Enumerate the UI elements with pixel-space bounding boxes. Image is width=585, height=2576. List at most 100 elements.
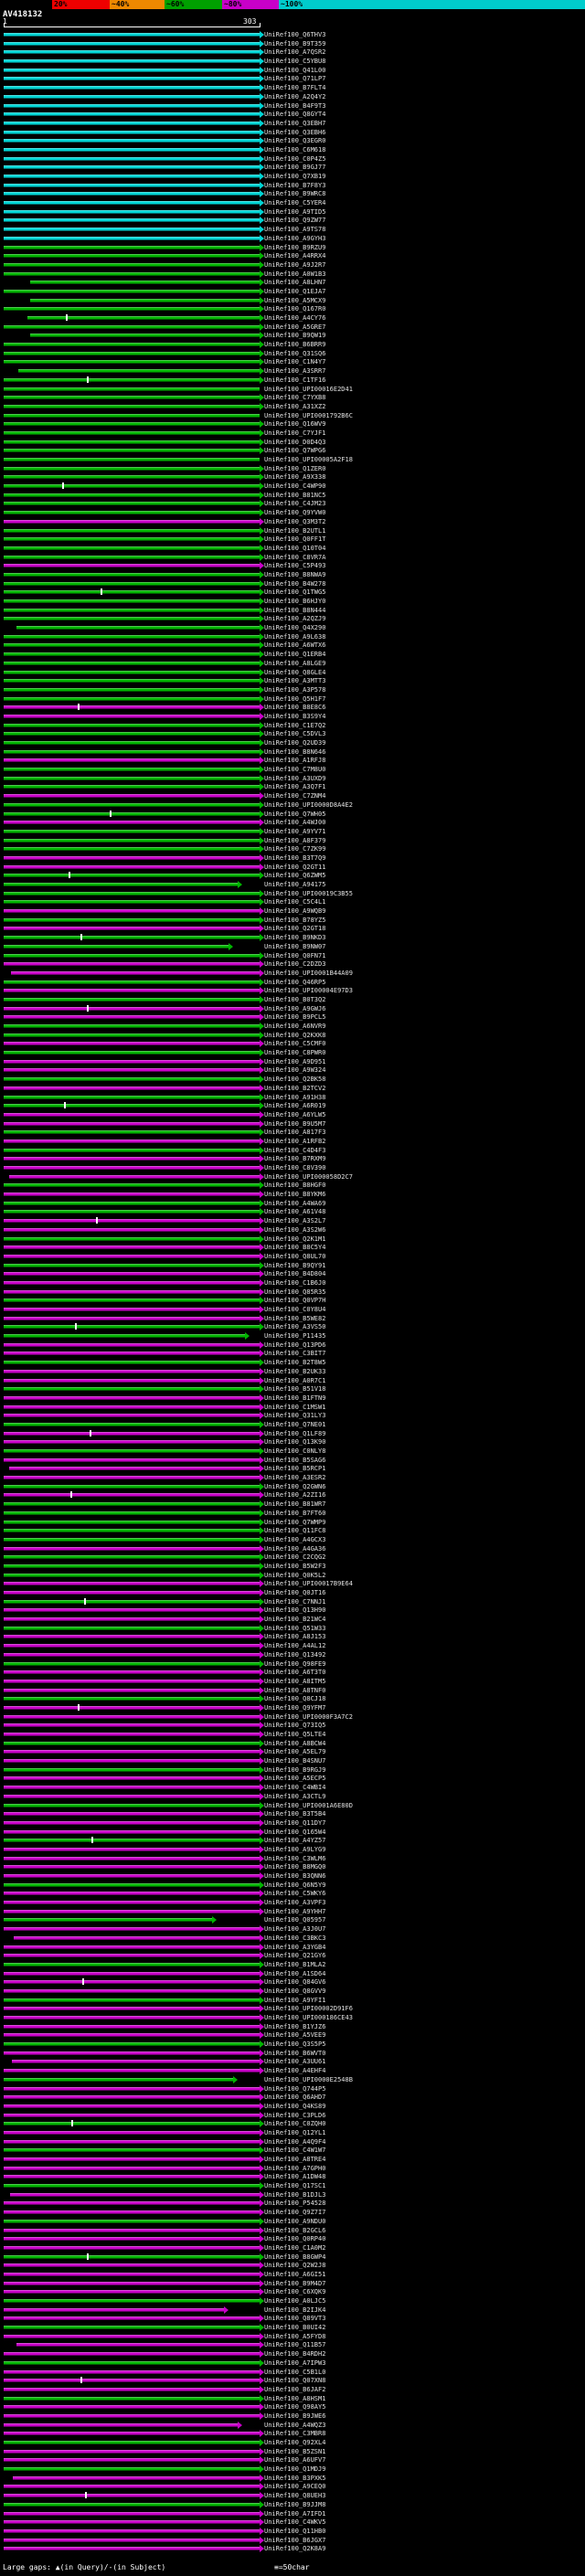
hit-bar[interactable] xyxy=(4,2243,264,2252)
hit-label[interactable]: UniRef100_B9RGJ9 xyxy=(264,1765,326,1774)
hit-label[interactable]: UniRef100_Q17SC1 xyxy=(264,2182,326,2190)
hit-bar[interactable] xyxy=(4,420,264,429)
hit-label[interactable]: UniRef100_A6R019 xyxy=(264,1102,326,1110)
hit-bar[interactable] xyxy=(4,1907,264,1915)
hit-label[interactable]: UniRef100_C3BIT7 xyxy=(264,1350,326,1358)
hit-label[interactable]: UniRef100_C8V390 xyxy=(264,1164,326,1171)
hit-label[interactable]: UniRef100_Q73IQ5 xyxy=(264,1722,326,1730)
hit-bar[interactable] xyxy=(4,2324,264,2332)
hit-bar[interactable] xyxy=(4,1872,264,1880)
hit-label[interactable]: UniRef100_Q5H1F7 xyxy=(264,694,326,703)
hit-bar[interactable] xyxy=(4,2049,264,2057)
hit-label[interactable]: UniRef100_A7QSR2 xyxy=(264,48,326,57)
hit-bar[interactable] xyxy=(4,2483,264,2491)
hit-bar[interactable] xyxy=(4,491,264,499)
hit-label[interactable]: UniRef100_B9M4D7 xyxy=(264,2279,326,2287)
hit-bar[interactable] xyxy=(4,1553,264,1562)
hit-label[interactable]: UniRef100_B9T359 xyxy=(264,39,326,48)
hit-bar[interactable] xyxy=(4,387,260,391)
hit-bar[interactable] xyxy=(4,2492,264,2500)
hit-label[interactable]: UniRef100_B2UTL1 xyxy=(264,526,326,535)
hit-label[interactable]: UniRef100_B0T3Q2 xyxy=(264,995,326,1003)
hit-label[interactable]: UniRef100_C4WKV5 xyxy=(264,2518,326,2527)
hit-label[interactable]: UniRef100_A6UFV7 xyxy=(264,2456,326,2465)
hit-bar[interactable] xyxy=(8,1465,265,1473)
hit-bar[interactable] xyxy=(4,2545,264,2553)
hit-label[interactable]: UniRef100_C6XQK9 xyxy=(264,2288,326,2296)
hit-bar[interactable] xyxy=(4,766,264,774)
hit-bar[interactable] xyxy=(4,694,264,703)
hit-bar[interactable] xyxy=(4,376,264,384)
hit-bar[interactable] xyxy=(4,2226,264,2234)
hit-label[interactable]: UniRef100_Q4X290 xyxy=(264,624,326,632)
hit-label[interactable]: UniRef100_Q13K90 xyxy=(264,1438,326,1447)
hit-label[interactable]: UniRef100_C3BKC3 xyxy=(264,1934,326,1942)
hit-bar[interactable] xyxy=(4,836,264,844)
hit-bar[interactable] xyxy=(4,1314,264,1322)
hit-bar[interactable] xyxy=(4,1146,264,1154)
hit-bar[interactable] xyxy=(4,2147,264,2155)
hit-label[interactable]: UniRef100_A2ZI16 xyxy=(264,1491,326,1500)
hit-bar[interactable] xyxy=(4,651,264,659)
hit-bar[interactable] xyxy=(4,1925,264,1934)
hit-bar[interactable] xyxy=(4,570,264,578)
hit-label[interactable]: UniRef100_B5W2F3 xyxy=(264,1562,326,1570)
hit-label[interactable]: UniRef100_A3CTL9 xyxy=(264,1792,326,1800)
hit-label[interactable]: UniRef100_B21WC4 xyxy=(264,1616,326,1624)
hit-label[interactable]: UniRef100_C1TF16 xyxy=(264,376,326,384)
hit-label[interactable]: UniRef100_B78YZ5 xyxy=(264,916,326,924)
hit-label[interactable]: UniRef100_B8NWA9 xyxy=(264,570,326,578)
hit-label[interactable]: UniRef100_UPI0001792B6C xyxy=(264,411,353,419)
hit-label[interactable]: UniRef100_B5SAG6 xyxy=(264,1456,326,1464)
hit-bar[interactable] xyxy=(4,1004,264,1012)
hit-label[interactable]: UniRef100_Q98FE9 xyxy=(264,1659,326,1668)
hit-bar[interactable] xyxy=(4,1066,264,1075)
hit-bar[interactable] xyxy=(4,2031,264,2040)
hit-label[interactable]: UniRef100_Q8GYT4 xyxy=(264,111,326,119)
hit-label[interactable]: UniRef100_B4D804 xyxy=(264,1270,326,1278)
hit-bar[interactable] xyxy=(4,1899,264,1907)
hit-label[interactable]: UniRef100_C2DZD3 xyxy=(264,960,326,969)
hit-bar[interactable] xyxy=(4,907,264,916)
hit-bar[interactable] xyxy=(4,1093,264,1101)
hit-label[interactable]: UniRef100_Q6AHD7 xyxy=(264,2094,326,2102)
hit-bar[interactable] xyxy=(4,1890,264,1898)
hit-label[interactable]: UniRef100_Q8GLE4 xyxy=(264,668,326,676)
hit-label[interactable]: UniRef100_A9LYG9 xyxy=(264,1845,326,1853)
hit-bar[interactable] xyxy=(4,1376,264,1384)
hit-label[interactable]: UniRef100_C3WLM6 xyxy=(264,1854,326,1862)
hit-label[interactable]: UniRef100_A6T3T0 xyxy=(264,1669,326,1677)
hit-label[interactable]: UniRef100_Q71LP7 xyxy=(264,75,326,83)
hit-label[interactable]: UniRef100_B9JJM8 xyxy=(264,2500,326,2508)
hit-label[interactable]: UniRef100_A9TS78 xyxy=(264,226,326,234)
hit-bar[interactable] xyxy=(29,279,265,287)
hit-label[interactable]: UniRef100_Q1EJA7 xyxy=(264,287,326,295)
hit-label[interactable]: UniRef100_A1RFB2 xyxy=(264,1137,326,1145)
hit-label[interactable]: UniRef100_A0R7C1 xyxy=(264,1376,326,1384)
hit-label[interactable]: UniRef100_C6M618 xyxy=(264,145,326,154)
hit-label[interactable]: UniRef100_UPI0000E2548B xyxy=(264,2075,353,2083)
hit-label[interactable]: UniRef100_B9NKD3 xyxy=(264,934,326,942)
hit-bar[interactable] xyxy=(4,845,264,853)
hit-label[interactable]: UniRef100_A0W1B3 xyxy=(264,270,326,278)
hit-bar[interactable] xyxy=(4,2518,264,2527)
hit-label[interactable]: UniRef100_A9YFI1 xyxy=(264,1996,326,2004)
hit-label[interactable]: UniRef100_Q05957 xyxy=(264,1916,326,1924)
hit-bar[interactable] xyxy=(4,1447,264,1455)
hit-bar[interactable] xyxy=(4,66,264,74)
hit-bar[interactable] xyxy=(4,562,264,570)
hit-label[interactable]: UniRef100_B5RCP1 xyxy=(264,1465,326,1473)
hit-bar[interactable] xyxy=(4,92,264,101)
hit-bar[interactable] xyxy=(4,544,264,552)
hit-label[interactable]: UniRef100_C1A0M2 xyxy=(264,2243,326,2252)
hit-bar[interactable] xyxy=(4,2067,264,2075)
hit-bar[interactable] xyxy=(4,1137,264,1145)
hit-label[interactable]: UniRef100_B4W278 xyxy=(264,579,326,588)
hit-label[interactable]: UniRef100_UPI0001B44A09 xyxy=(264,969,353,977)
hit-bar[interactable] xyxy=(4,2235,264,2243)
hit-label[interactable]: UniRef100_Q2GT18 xyxy=(264,925,326,933)
hit-label[interactable]: UniRef100_Q3S5P5 xyxy=(264,2041,326,2049)
hit-label[interactable]: UniRef100_A31XZ2 xyxy=(264,402,326,410)
hit-label[interactable]: UniRef100_Q46RP5 xyxy=(264,978,326,986)
hit-bar[interactable] xyxy=(4,553,264,561)
